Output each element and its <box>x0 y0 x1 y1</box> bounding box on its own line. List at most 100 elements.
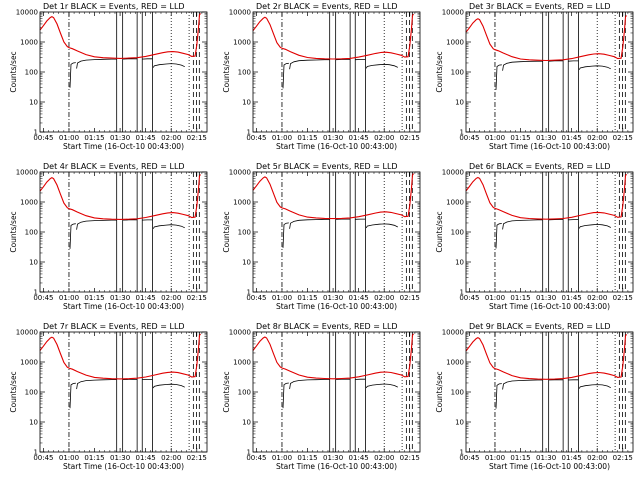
series-line <box>152 63 185 68</box>
y-tick-label: 100 <box>238 69 251 77</box>
y-tick-label: 1000 <box>446 359 464 367</box>
chart-panel: Det 2r BLACK = Events, RED = LLD 1 10 100 10… <box>213 0 426 160</box>
y-axis-label: Counts/sec <box>222 371 231 412</box>
y-tick-label: 1000 <box>233 199 251 207</box>
x-axis-label: Start Time (16-Oct-10 00:43:00) <box>63 302 184 311</box>
y-tick-label: 1 <box>247 289 251 297</box>
plot-frame <box>252 331 421 453</box>
y-tick-label: 10 <box>29 99 38 107</box>
y-tick-label: 10000 <box>229 329 251 337</box>
chart-svg: Det 1r BLACK = Events, RED = LLD 1 10 100 10… <box>9 2 208 151</box>
y-axis-label: Counts/sec <box>9 371 18 412</box>
chart-panel: Det 1r BLACK = Events, RED = LLD 1 10 100 10… <box>0 0 213 160</box>
chart-title: Det 7r BLACK = Events, RED = LLD <box>43 322 185 331</box>
chart-panel: Det 8r BLACK = Events, RED = LLD 1 10 100 10… <box>213 320 426 480</box>
y-tick-label: 100 <box>25 69 38 77</box>
x-tick-label: 01:15 <box>84 294 104 302</box>
series-line <box>365 383 398 389</box>
chart-panel: Det 6r BLACK = Events, RED = LLD 1 10 100 10… <box>426 160 639 320</box>
y-tick-label: 100 <box>25 229 38 237</box>
x-tick-label: 02:15 <box>613 134 633 142</box>
x-tick-label: 01:45 <box>136 454 156 462</box>
plot-frame <box>39 11 208 133</box>
x-tick-label: 01:30 <box>110 454 130 462</box>
x-tick-label: 02:15 <box>400 294 420 302</box>
plot-frame <box>465 11 634 133</box>
x-tick-label: 02:15 <box>400 134 420 142</box>
y-tick-label: 10 <box>29 259 38 267</box>
series-line <box>282 62 289 89</box>
x-tick-label: 01:45 <box>349 134 369 142</box>
chart-title: Det 3r BLACK = Events, RED = LLD <box>469 2 611 11</box>
y-tick-label: 10 <box>29 419 38 427</box>
x-tick-label: 01:00 <box>59 134 79 142</box>
chart-title: Det 1r BLACK = Events, RED = LLD <box>43 2 185 11</box>
x-tick-label: 02:00 <box>374 454 394 462</box>
y-tick-label: 1000 <box>233 39 251 47</box>
x-tick-label: 01:00 <box>272 294 292 302</box>
x-axis-label: Start Time (16-Oct-10 00:43:00) <box>276 302 397 311</box>
x-tick-label: 01:15 <box>510 134 530 142</box>
x-tick-label: 02:00 <box>161 134 181 142</box>
y-tick-label: 1000 <box>446 39 464 47</box>
y-tick-label: 10000 <box>16 329 38 337</box>
y-axis-label: Counts/sec <box>222 211 231 252</box>
y-tick-label: 100 <box>451 229 464 237</box>
series-line <box>252 333 414 380</box>
series-line <box>578 65 611 70</box>
x-tick-label: 01:15 <box>297 294 317 302</box>
chart-title: Det 6r BLACK = Events, RED = LLD <box>469 162 611 171</box>
x-tick-label: 01:30 <box>110 134 130 142</box>
y-tick-label: 1000 <box>446 199 464 207</box>
y-tick-label: 10000 <box>442 9 464 17</box>
series-line <box>69 382 76 409</box>
y-tick-label: 1 <box>34 289 38 297</box>
y-axis-label: Counts/sec <box>222 51 231 92</box>
y-tick-label: 1000 <box>233 359 251 367</box>
plot-frame <box>465 331 634 453</box>
series-line <box>502 219 543 230</box>
x-tick-label: 02:15 <box>400 454 420 462</box>
x-tick-label: 01:45 <box>562 134 582 142</box>
x-axis-label: Start Time (16-Oct-10 00:43:00) <box>489 302 610 311</box>
y-tick-label: 10 <box>455 99 464 107</box>
x-tick-label: 01:45 <box>136 134 156 142</box>
y-tick-label: 10000 <box>16 169 38 177</box>
x-tick-label: 01:45 <box>136 294 156 302</box>
series-line <box>465 334 627 380</box>
chart-svg: Det 6r BLACK = Events, RED = LLD 1 10 100 10… <box>435 162 634 311</box>
y-tick-label: 10 <box>455 419 464 427</box>
x-tick-label: 01:15 <box>297 454 317 462</box>
x-tick-label: 01:30 <box>536 454 556 462</box>
y-axis-label: Counts/sec <box>435 51 444 92</box>
x-tick-label: 01:00 <box>59 454 79 462</box>
chart-svg: Det 7r BLACK = Events, RED = LLD 1 10 100 10… <box>9 322 208 471</box>
series-line <box>282 382 289 409</box>
plot-frame <box>39 171 208 293</box>
x-tick-label: 01:30 <box>323 454 343 462</box>
x-tick-label: 01:00 <box>485 134 505 142</box>
series-line <box>152 383 185 389</box>
x-tick-label: 01:00 <box>272 134 292 142</box>
x-tick-label: 01:00 <box>272 454 292 462</box>
series-line <box>578 223 611 229</box>
y-tick-label: 10 <box>242 419 251 427</box>
x-tick-label: 00:45 <box>459 134 479 142</box>
plot-frame <box>39 331 208 453</box>
chart-title: Det 4r BLACK = Events, RED = LLD <box>43 162 185 171</box>
y-tick-label: 10000 <box>442 169 464 177</box>
plot-frame <box>252 171 421 293</box>
chart-svg: Det 8r BLACK = Events, RED = LLD 1 10 100 10… <box>222 322 421 471</box>
y-tick-label: 100 <box>238 229 251 237</box>
x-tick-label: 01:45 <box>562 294 582 302</box>
series-line <box>578 384 611 389</box>
series-line <box>465 15 627 62</box>
x-tick-label: 01:00 <box>485 294 505 302</box>
series-line <box>502 60 543 71</box>
y-tick-label: 1000 <box>20 359 38 367</box>
series-line <box>282 222 289 248</box>
series-line <box>152 224 185 229</box>
x-tick-label: 02:15 <box>187 454 207 462</box>
chart-svg: Det 2r BLACK = Events, RED = LLD 1 10 100 10… <box>222 2 421 151</box>
x-tick-label: 01:45 <box>562 454 582 462</box>
